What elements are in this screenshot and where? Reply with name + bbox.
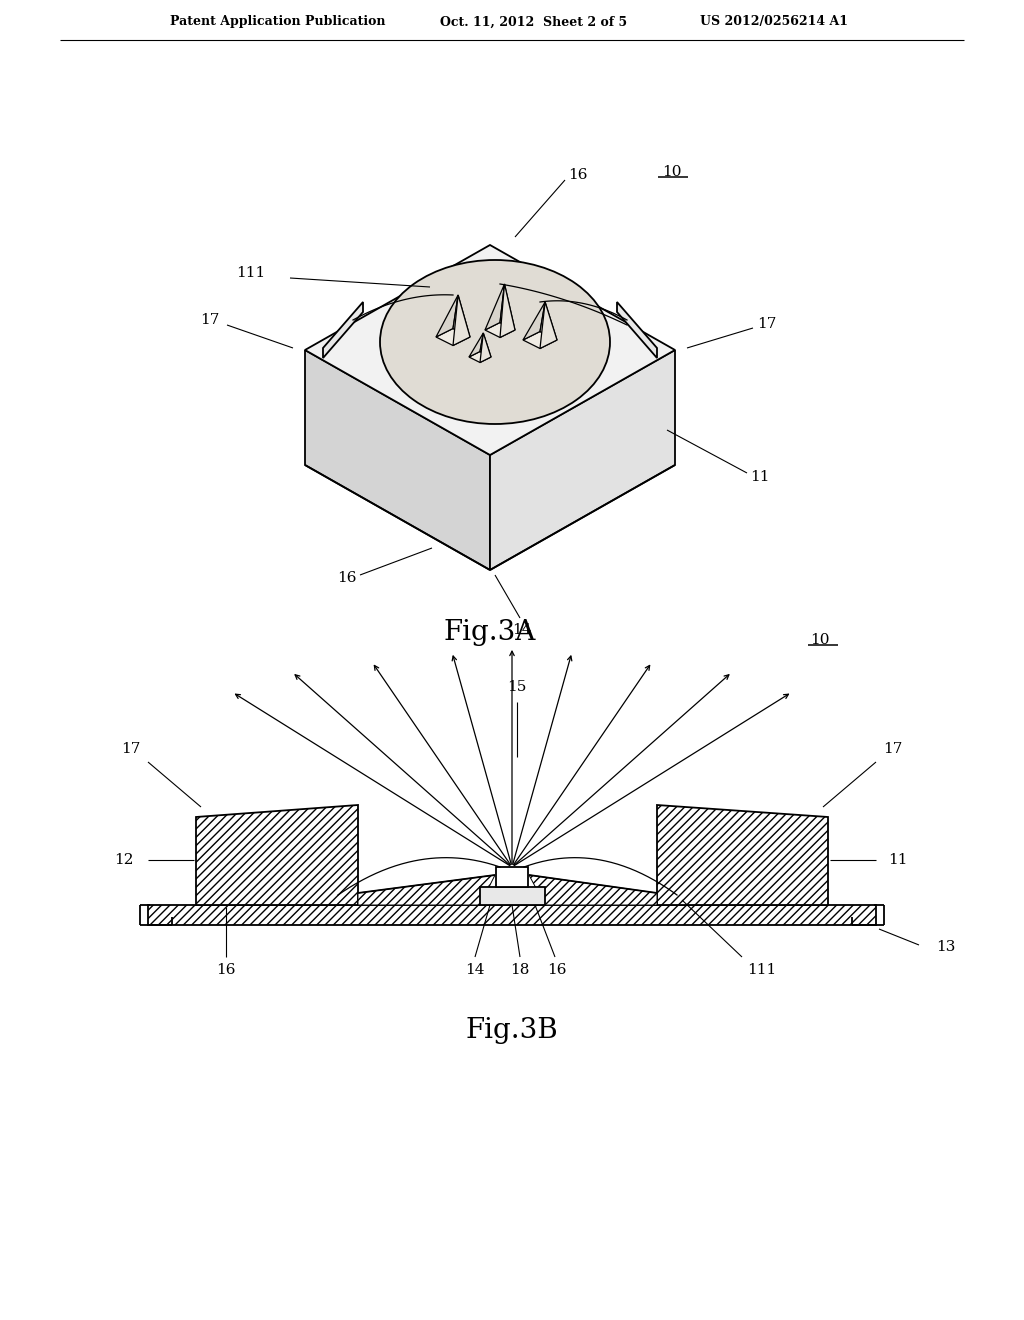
Polygon shape	[540, 302, 557, 341]
Text: 13: 13	[936, 940, 955, 954]
Text: 18: 18	[510, 964, 529, 977]
Bar	[148, 906, 876, 925]
Text: 17: 17	[201, 313, 220, 327]
Polygon shape	[305, 246, 675, 455]
Polygon shape	[523, 302, 545, 341]
Polygon shape	[469, 351, 490, 363]
Text: 15: 15	[507, 680, 526, 694]
Text: 10: 10	[810, 634, 829, 647]
Text: Oct. 11, 2012  Sheet 2 of 5: Oct. 11, 2012 Sheet 2 of 5	[440, 16, 627, 29]
Text: Fig.3A: Fig.3A	[443, 619, 537, 645]
Polygon shape	[485, 284, 505, 330]
Polygon shape	[617, 302, 657, 358]
Polygon shape	[657, 805, 828, 906]
Polygon shape	[540, 302, 557, 348]
Text: 17: 17	[758, 317, 776, 331]
Bar	[480, 887, 545, 906]
Text: 11: 11	[751, 470, 770, 484]
Text: US 2012/0256214 A1: US 2012/0256214 A1	[700, 16, 848, 29]
Polygon shape	[305, 350, 490, 570]
Text: 16: 16	[337, 572, 356, 585]
Text: 11: 11	[888, 853, 907, 867]
Polygon shape	[500, 284, 515, 338]
Bar	[496, 867, 528, 887]
Text: 16: 16	[547, 964, 566, 977]
Polygon shape	[480, 333, 490, 363]
Text: 17: 17	[884, 742, 903, 756]
Text: Patent Application Publication: Patent Application Publication	[170, 16, 385, 29]
Polygon shape	[485, 322, 515, 338]
Polygon shape	[436, 329, 470, 346]
Polygon shape	[469, 333, 483, 356]
Polygon shape	[523, 331, 557, 348]
Polygon shape	[490, 350, 675, 570]
Polygon shape	[358, 875, 495, 906]
Text: 16: 16	[568, 168, 588, 182]
Text: 111: 111	[748, 964, 776, 977]
Polygon shape	[453, 294, 470, 337]
Text: 14: 14	[465, 964, 484, 977]
Polygon shape	[436, 294, 458, 337]
Text: 10: 10	[663, 165, 682, 180]
Text: 17: 17	[121, 742, 140, 756]
Text: 12: 12	[115, 853, 134, 867]
Polygon shape	[480, 333, 490, 356]
Text: 16: 16	[216, 964, 236, 977]
Polygon shape	[323, 302, 362, 358]
Polygon shape	[529, 875, 657, 906]
Text: Fig.3B: Fig.3B	[466, 1016, 558, 1044]
Polygon shape	[196, 805, 358, 906]
Polygon shape	[500, 284, 515, 330]
Ellipse shape	[380, 260, 610, 424]
Text: 111: 111	[236, 267, 265, 280]
Text: 14: 14	[512, 623, 531, 638]
Polygon shape	[453, 294, 470, 346]
